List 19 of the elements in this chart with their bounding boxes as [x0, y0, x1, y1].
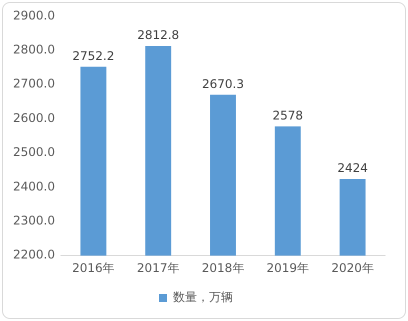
- x-tick-label: 2016年: [72, 260, 115, 275]
- y-tick-label: 2600.0: [12, 110, 55, 125]
- x-tick-label: 2017年: [136, 260, 180, 275]
- y-tick-label: 2400.0: [12, 179, 55, 194]
- x-tick-label: 2019年: [266, 260, 310, 275]
- x-tick-label: 2020年: [331, 260, 374, 275]
- legend-label: 数量，万辆: [173, 290, 233, 304]
- y-tick-label: 2500.0: [12, 145, 55, 160]
- y-tick-label: 2300.0: [12, 214, 55, 228]
- data-label: 2670.3: [202, 76, 244, 91]
- y-tick-label: 2800.0: [12, 42, 55, 57]
- data-label: 2812.8: [137, 28, 180, 42]
- y-tick-label: 2200.0: [12, 248, 55, 262]
- data-label: 2752.2: [72, 48, 114, 63]
- y-tick-label: 2900.0: [12, 8, 55, 22]
- y-tick-label: 2700.0: [12, 76, 55, 91]
- x-tick-label: 2018年: [202, 260, 244, 275]
- data-label: 2578: [272, 108, 304, 122]
- data-label: 2424: [337, 161, 368, 176]
